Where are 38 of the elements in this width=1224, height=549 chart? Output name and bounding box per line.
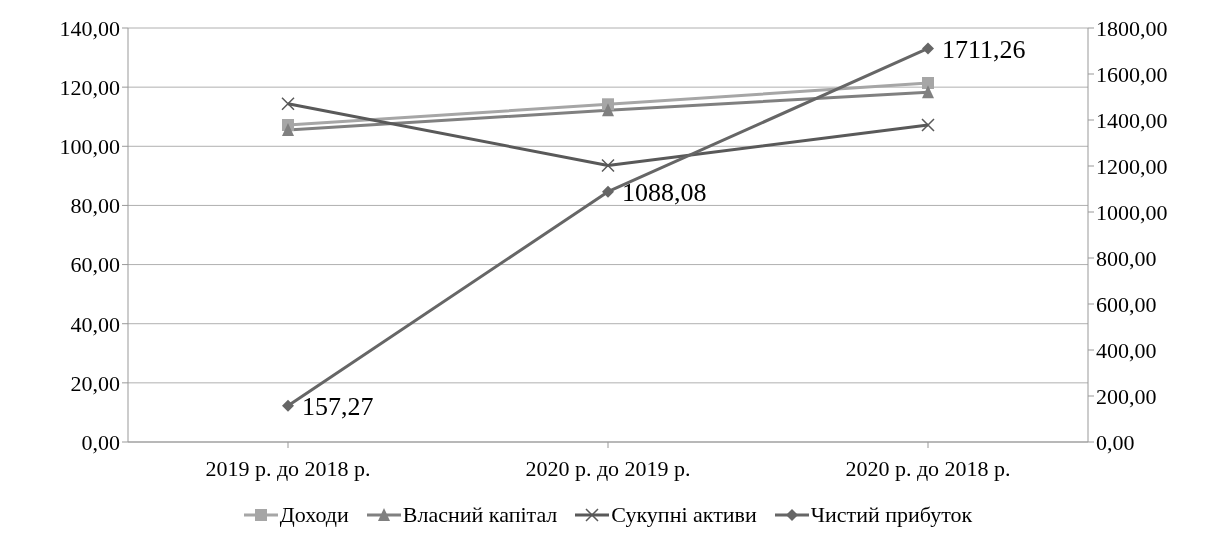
point [922,42,934,55]
point [281,96,295,111]
y-tick-label: 140,00 [59,15,120,41]
y2-tick-label: 1800,00 [1096,15,1168,41]
y-tick-label: 20,00 [70,370,120,396]
y2-tick-label: 600,00 [1096,291,1157,317]
y-tick-label: 60,00 [70,252,120,278]
y-tick-label: 40,00 [70,311,120,337]
data-label: 1711,26 [942,34,1026,64]
x-tick-label: 2019 р. до 2018 р. [205,455,371,481]
y2-tick-label: 0,00 [1096,429,1135,455]
y-tick-label: 80,00 [70,193,120,219]
legend-label: Чистий прибуток [810,502,973,528]
point [282,399,294,412]
y2-tick-label: 800,00 [1096,245,1157,271]
y2-tick-label: 1000,00 [1096,199,1168,225]
point [921,118,935,132]
point [602,103,614,117]
y2-tick-label: 200,00 [1096,383,1157,409]
point [282,123,294,137]
legend-label: Доходи [279,502,349,528]
y-tick-label: 120,00 [59,74,120,100]
y2-tick-label: 1400,00 [1096,107,1168,133]
y2-tick-label: 400,00 [1096,337,1157,363]
y2-tick-label: 1600,00 [1096,61,1168,87]
y-tick-label: 0,00 [81,429,120,455]
point [601,158,615,173]
data-label: 157,27 [302,392,374,422]
point [602,185,614,198]
legend-label: Власний капітал [402,502,558,528]
data-label: 1088,08 [622,177,707,207]
x-tick-label: 2020 р. до 2019 р. [525,455,691,481]
x-tick-label: 2020 р. до 2018 р. [845,455,1011,481]
y2-tick-label: 1200,00 [1096,153,1168,179]
point [922,77,934,89]
point [922,85,934,99]
y-tick-label: 100,00 [59,134,120,160]
legend-label: Сукупні активи [611,502,757,528]
